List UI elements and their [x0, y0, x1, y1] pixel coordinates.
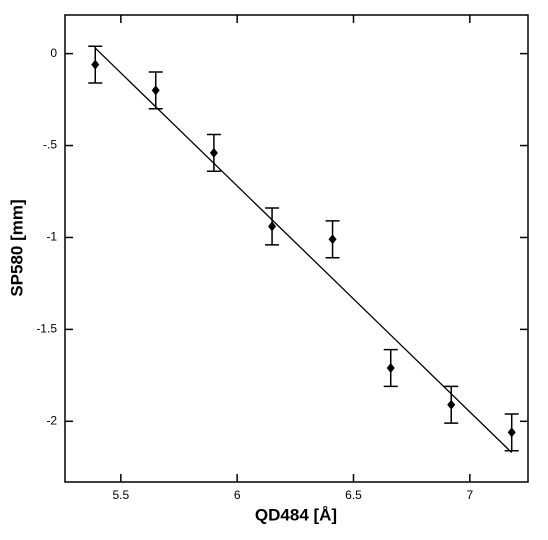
x-tick-label: 7: [466, 488, 473, 502]
y-tick-label: -1: [46, 230, 57, 244]
y-tick-label: -2: [46, 413, 57, 427]
point: [209, 147, 218, 158]
point: [268, 221, 277, 232]
y-tick-label: 0: [50, 46, 57, 60]
x-axis-label: QD484 [Å]: [255, 505, 337, 524]
point: [507, 427, 516, 438]
point: [386, 363, 395, 374]
x-tick-label: 6: [234, 488, 241, 502]
x-tick-label: 5.5: [112, 488, 129, 502]
y-tick-label: -.5: [43, 138, 57, 152]
y-tick-label: -1.5: [36, 322, 57, 336]
fit-line: [94, 47, 513, 454]
point: [328, 234, 337, 245]
y-axis-label: SP580 [mm]: [7, 199, 26, 296]
point: [151, 85, 160, 96]
x-tick-label: 6.5: [345, 488, 362, 502]
point: [91, 59, 100, 70]
plot-frame: [64, 14, 529, 483]
point: [447, 399, 456, 410]
